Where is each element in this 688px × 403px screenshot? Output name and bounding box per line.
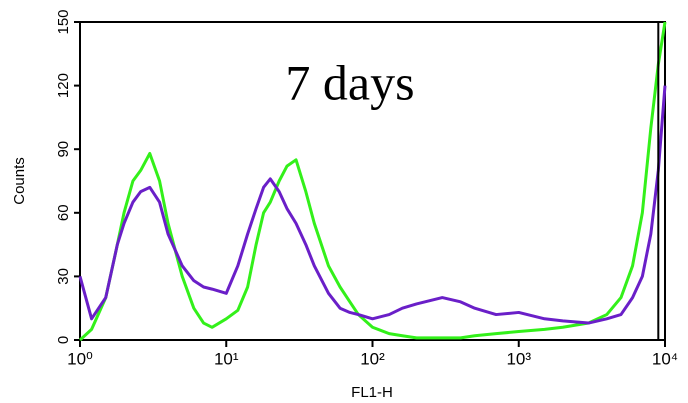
x-tick-label: 10¹ — [214, 349, 239, 368]
y-tick-label: 120 — [55, 73, 72, 98]
series-line — [78, 21, 667, 342]
y-tick-label: 0 — [55, 336, 72, 344]
y-axis-label: Counts — [11, 157, 28, 205]
x-axis-label: FL1-H — [351, 384, 393, 401]
annotation: 7 days — [285, 54, 414, 110]
y-tick-label: 30 — [55, 268, 72, 285]
y-tick-label: 150 — [55, 9, 72, 34]
y-tick-label: 60 — [55, 204, 72, 221]
x-tick-label: 10⁰ — [67, 349, 93, 368]
x-tick-label: 10² — [360, 349, 385, 368]
y-tick-label: 90 — [55, 141, 72, 158]
series-line — [78, 85, 667, 325]
x-tick-label: 10⁴ — [652, 349, 678, 368]
x-tick-label: 10³ — [506, 349, 531, 368]
